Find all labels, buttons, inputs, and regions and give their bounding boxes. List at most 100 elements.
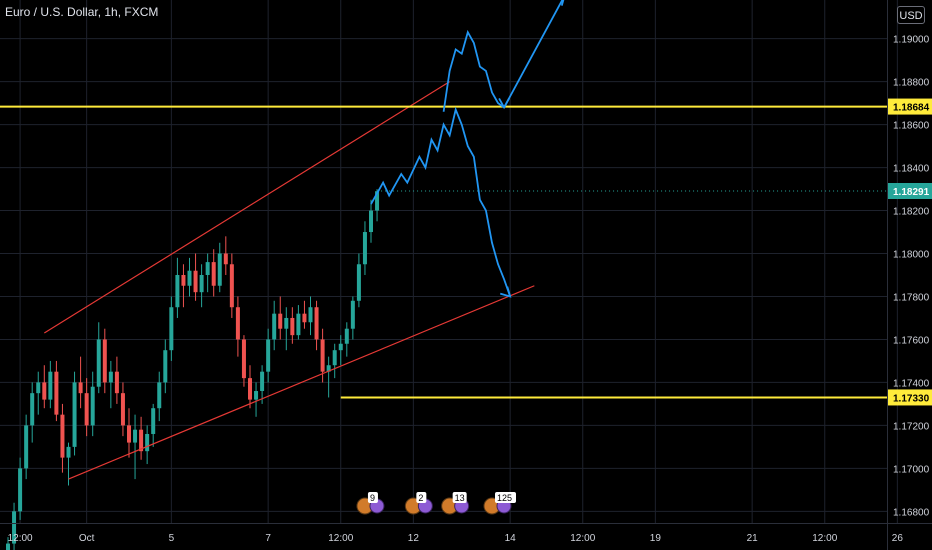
projection-arrowhead [498, 97, 510, 110]
candle-body [332, 350, 337, 366]
candle-body [175, 275, 180, 308]
candle-body [326, 365, 331, 372]
candle-body [127, 425, 131, 443]
price-axis-divider [887, 0, 888, 550]
time-tick-label: 19 [650, 533, 662, 544]
price-tick-label: 1.18200 [893, 207, 930, 218]
candle-body [241, 339, 246, 379]
time-tick-label: 26 [892, 533, 904, 544]
price-tick-label: 1.18000 [893, 250, 930, 261]
chart-title: Euro / U.S. Dollar, 1h, FXCM [5, 5, 159, 19]
currency-button[interactable]: USD [897, 6, 925, 24]
candle-body [187, 270, 192, 286]
candle-body [66, 446, 71, 458]
time-tick-label: 7 [265, 533, 271, 544]
candle-body [296, 313, 301, 336]
time-tick-label: 12:00 [8, 533, 33, 544]
candle-body [266, 339, 271, 372]
time-tick-label: 12:00 [328, 533, 353, 544]
projection-arrowhead [560, 0, 565, 6]
price-tick-label: 1.18600 [893, 121, 930, 132]
candle-body [54, 371, 59, 415]
candle-body [48, 371, 53, 400]
price-tick-label: 1.17400 [893, 378, 930, 389]
event-count-badge [495, 492, 516, 503]
event-marker-icon[interactable]: 125 [483, 492, 516, 515]
candle-body [163, 350, 168, 383]
candle-body [96, 339, 101, 387]
candle-body [199, 275, 204, 293]
event-count-badge [367, 492, 378, 503]
candle-body [12, 511, 17, 544]
candle-body [223, 253, 228, 265]
candle-body [272, 313, 277, 340]
candle-body [314, 307, 319, 340]
price-badge-label: 1.17330 [893, 393, 930, 404]
price-tick-label: 1.19000 [893, 35, 930, 46]
price-tick-label: 1.17000 [893, 464, 930, 475]
candles [6, 189, 380, 550]
event-count-badge [416, 492, 427, 503]
price-badge-label: 1.18291 [893, 187, 930, 198]
candle-body [30, 393, 35, 426]
candle-body [284, 317, 289, 329]
candle-body [84, 393, 89, 426]
time-tick-label: 21 [747, 533, 759, 544]
candle-body [338, 343, 343, 351]
candle-body [278, 313, 283, 329]
event-count-label: 13 [455, 493, 465, 503]
candle-body [290, 317, 295, 336]
candle-body [169, 307, 174, 351]
candle-body [344, 328, 349, 344]
candle-body [18, 468, 23, 512]
candle-body [6, 543, 10, 550]
time-tick-label: 12 [408, 533, 420, 544]
candle-body [145, 433, 150, 452]
candle-body [229, 264, 234, 308]
candle-body [114, 371, 119, 394]
candle-body [308, 307, 313, 323]
candle-body [102, 339, 107, 383]
candle-body [72, 382, 77, 447]
candle-body [78, 382, 83, 394]
time-tick-label: Oct [79, 533, 95, 544]
candle-body [302, 313, 307, 323]
candle-body [133, 429, 138, 443]
time-tick-label: 5 [169, 533, 175, 544]
candle-body [181, 275, 186, 286]
candle-body [217, 253, 222, 286]
candle-body [42, 382, 47, 400]
channel-line [43, 81, 450, 334]
candle-body [36, 382, 41, 394]
event-marker-icon[interactable]: 9 [356, 492, 385, 515]
candle-body [157, 382, 162, 409]
event-marker-icon[interactable]: 13 [441, 492, 470, 515]
candle-body [248, 378, 252, 400]
current-price-badge [888, 182, 932, 199]
time-tick-label: 14 [505, 533, 517, 544]
candle-body [60, 414, 65, 458]
price-tick-label: 1.17600 [893, 335, 930, 346]
price-tick-label: 1.18400 [893, 164, 930, 175]
candle-body [205, 262, 210, 275]
candle-body [350, 300, 355, 329]
candle-body [151, 408, 156, 434]
candle-body [108, 371, 113, 383]
projection-path [370, 106, 511, 297]
projection-arrowhead [500, 286, 512, 298]
candle-body [24, 425, 29, 469]
price-tick-label: 1.16800 [893, 507, 930, 518]
candle-body [320, 339, 325, 372]
price-badge-label: 1.18684 [893, 103, 930, 114]
candle-body [356, 264, 361, 301]
candle-body [90, 386, 95, 426]
candle-body [260, 371, 265, 392]
event-marker-icon[interactable]: 2 [404, 492, 433, 515]
candle-body [369, 210, 373, 233]
price-level-badge [888, 98, 932, 115]
time-tick-label: 12:00 [570, 533, 595, 544]
time-axis-divider [0, 523, 932, 524]
price-level-badge [888, 389, 932, 406]
price-tick-label: 1.17200 [893, 421, 930, 432]
